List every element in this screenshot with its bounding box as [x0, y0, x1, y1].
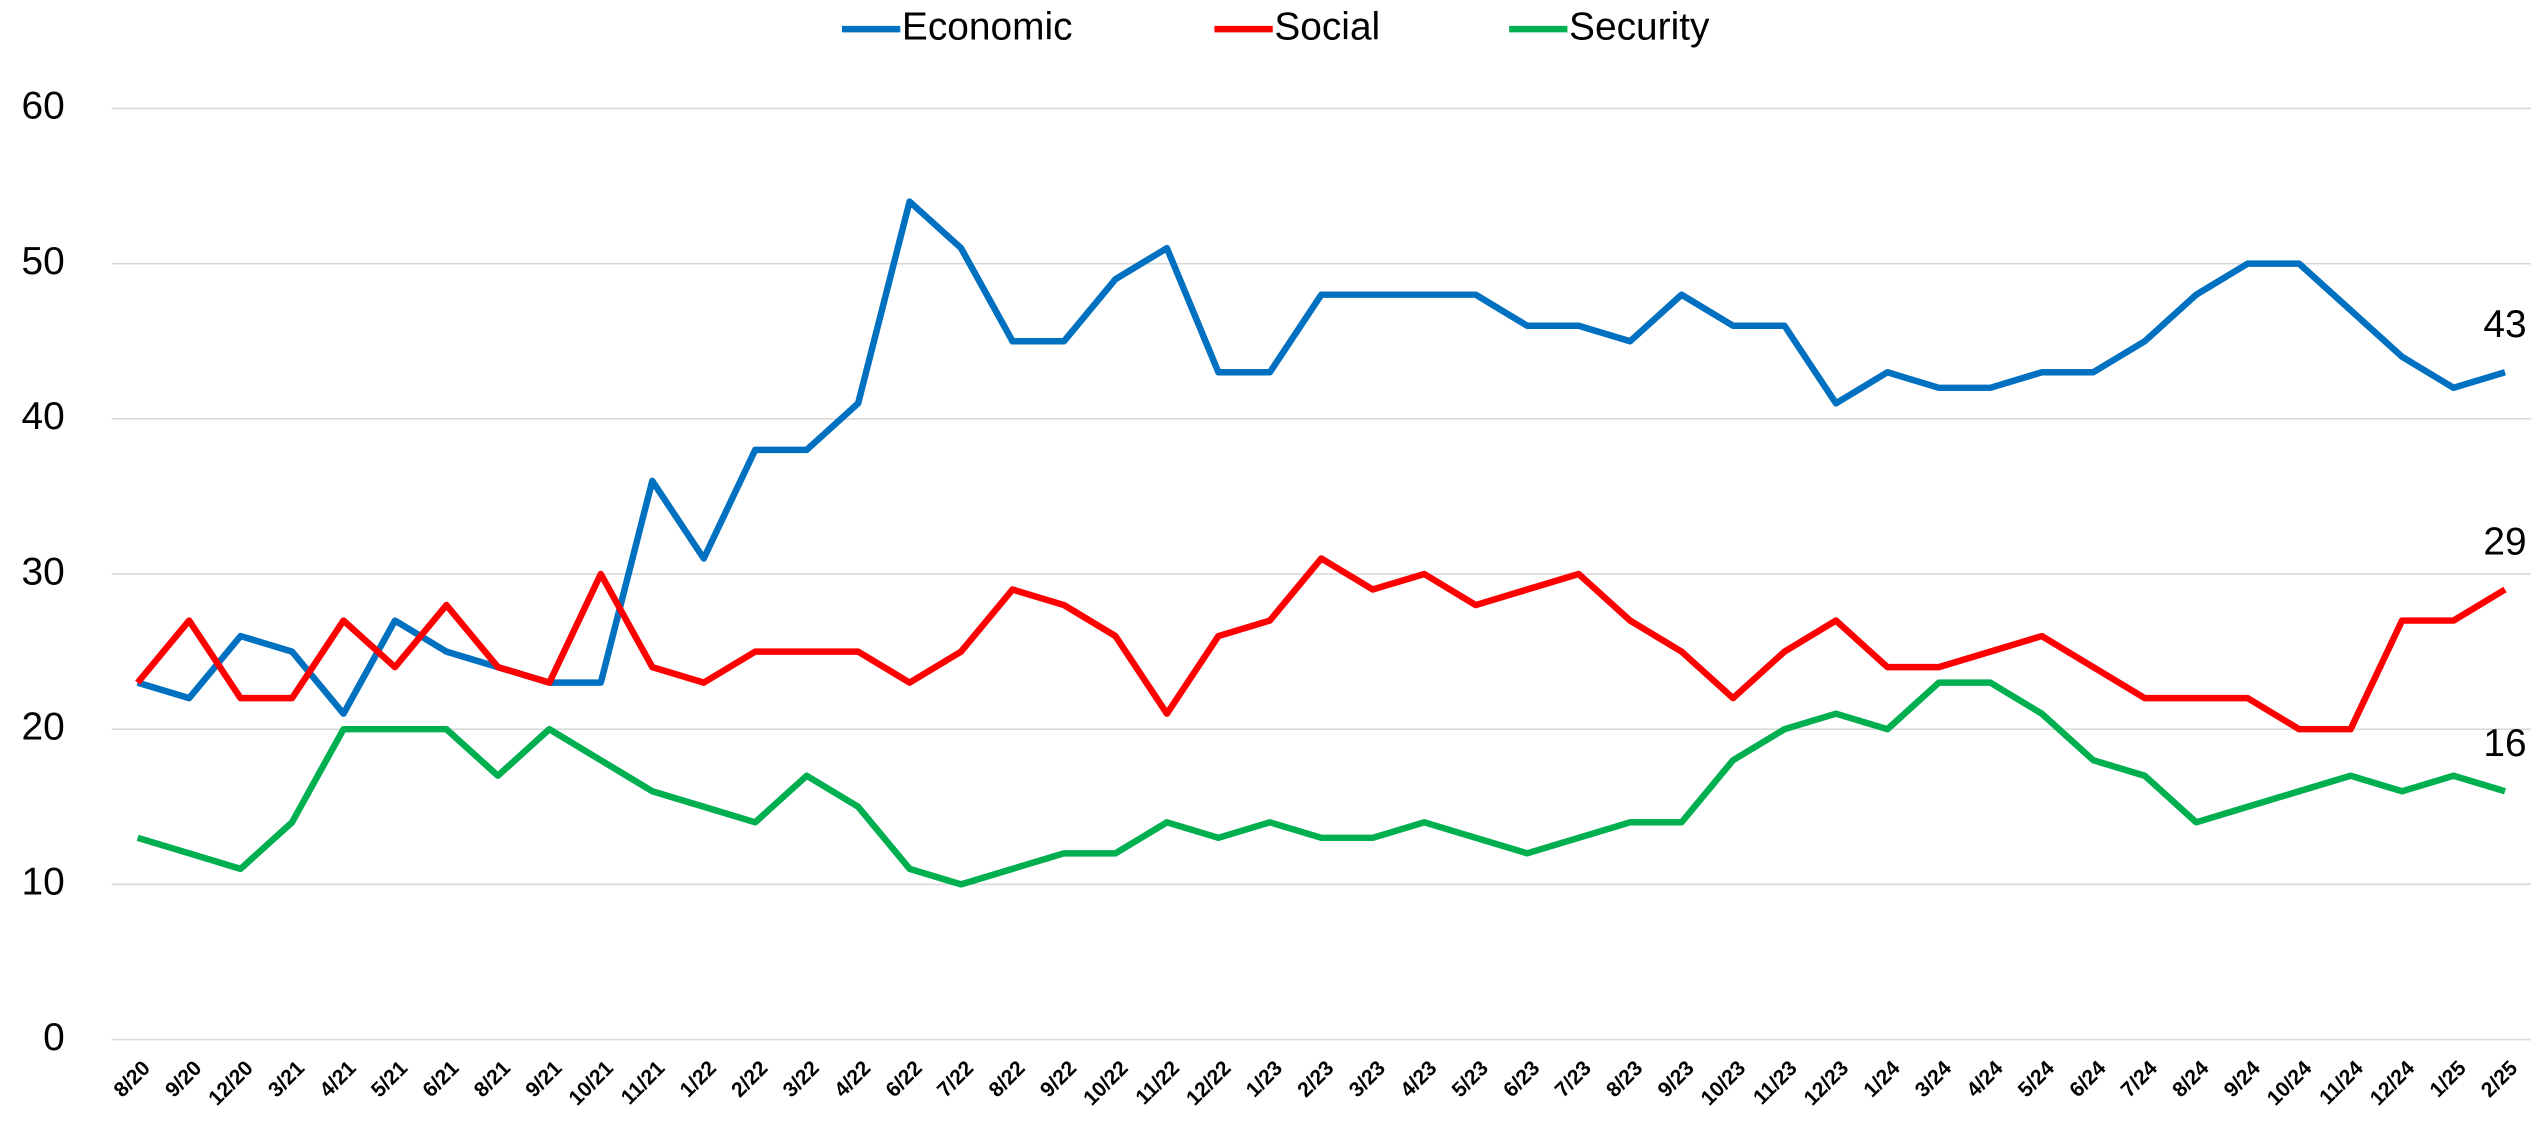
x-tick-label: 11/22 — [1131, 1057, 1184, 1110]
x-tick-label: 12/24 — [2366, 1056, 2420, 1110]
y-tick-label: 20 — [22, 705, 65, 748]
line — [136, 198, 2506, 717]
x-tick-label: 3/23 — [1345, 1057, 1390, 1102]
x-tick-label: 5/23 — [1448, 1057, 1493, 1102]
x-tick-label: 12/20 — [204, 1057, 258, 1111]
x-tick-label: 12/23 — [1800, 1057, 1854, 1111]
y-tick-label: 60 — [22, 85, 65, 128]
x-tick-label: 1/23 — [1242, 1057, 1287, 1102]
x-tick-label: 9/22 — [1036, 1057, 1081, 1102]
x-tick-label: 6/23 — [1499, 1057, 1544, 1102]
x-tick-label: 7/23 — [1551, 1057, 1596, 1102]
x-tick-label: 8/22 — [984, 1057, 1029, 1102]
line — [135, 555, 2507, 733]
x-tick-label: 5/24 — [2014, 1056, 2059, 1101]
data-label: 29 — [2483, 520, 2526, 563]
x-tick-label: 7/24 — [2117, 1056, 2162, 1101]
x-tick-label: 6/24 — [2065, 1056, 2110, 1101]
x-tick-label: 10/23 — [1697, 1057, 1751, 1111]
x-tick-label: 6/21 — [418, 1056, 463, 1101]
x-tick-label: 10/22 — [1079, 1057, 1133, 1111]
data-label: 43 — [2483, 303, 2526, 346]
x-tick-label: 11/23 — [1749, 1057, 1802, 1110]
x-tick-label: 1/24 — [1859, 1056, 1904, 1101]
y-tick-label: 0 — [43, 1016, 65, 1059]
x-tick-label: 10/24 — [2263, 1056, 2317, 1110]
x-tick-label: 1/22 — [676, 1057, 721, 1102]
x-tick-label: 11/24 — [2315, 1056, 2368, 1109]
x-tick-label: 8/21 — [470, 1056, 515, 1101]
legend-label: Economic — [902, 5, 1073, 48]
x-tick-label: 7/22 — [933, 1057, 978, 1102]
x-tick-label: 4/21 — [315, 1056, 360, 1101]
x-tick-label: 8/23 — [1602, 1057, 1647, 1102]
x-tick-label: 2/22 — [727, 1057, 772, 1102]
x-tick-label: 3/21 — [264, 1056, 309, 1101]
x-tick-label: 2/25 — [2477, 1056, 2522, 1101]
y-tick-label: 10 — [22, 861, 65, 904]
x-tick-label: 5/21 — [367, 1056, 412, 1101]
x-tick-label: 6/22 — [882, 1057, 927, 1102]
y-tick-label: 30 — [22, 550, 65, 593]
legend-label: Social — [1274, 5, 1380, 48]
x-tick-label: 3/22 — [779, 1057, 824, 1102]
x-tick-label: 9/20 — [161, 1057, 206, 1102]
line — [136, 679, 2506, 888]
x-tick-label: 2/23 — [1293, 1057, 1338, 1102]
x-tick-label: 4/24 — [1962, 1056, 2007, 1101]
x-tick-label: 1/25 — [2425, 1056, 2470, 1101]
legend-label: Security — [1569, 5, 1710, 48]
x-tick-label: 11/21 — [617, 1056, 670, 1109]
x-tick-label: 9/21 — [521, 1056, 566, 1101]
y-tick-label: 50 — [22, 240, 65, 283]
data-label: 16 — [2483, 722, 2526, 765]
x-tick-label: 9/23 — [1654, 1057, 1699, 1102]
x-tick-label: 12/22 — [1182, 1057, 1236, 1111]
x-tick-label: 4/22 — [830, 1057, 875, 1102]
x-tick-label: 3/24 — [1911, 1056, 1956, 1101]
x-tick-label: 4/23 — [1396, 1057, 1441, 1102]
y-tick-label: 40 — [22, 395, 65, 438]
x-tick-label: 8/24 — [2168, 1056, 2213, 1101]
x-tick-label: 9/24 — [2220, 1056, 2265, 1101]
x-tick-label: 10/21 — [564, 1056, 618, 1110]
x-tick-label: 8/20 — [110, 1057, 155, 1102]
